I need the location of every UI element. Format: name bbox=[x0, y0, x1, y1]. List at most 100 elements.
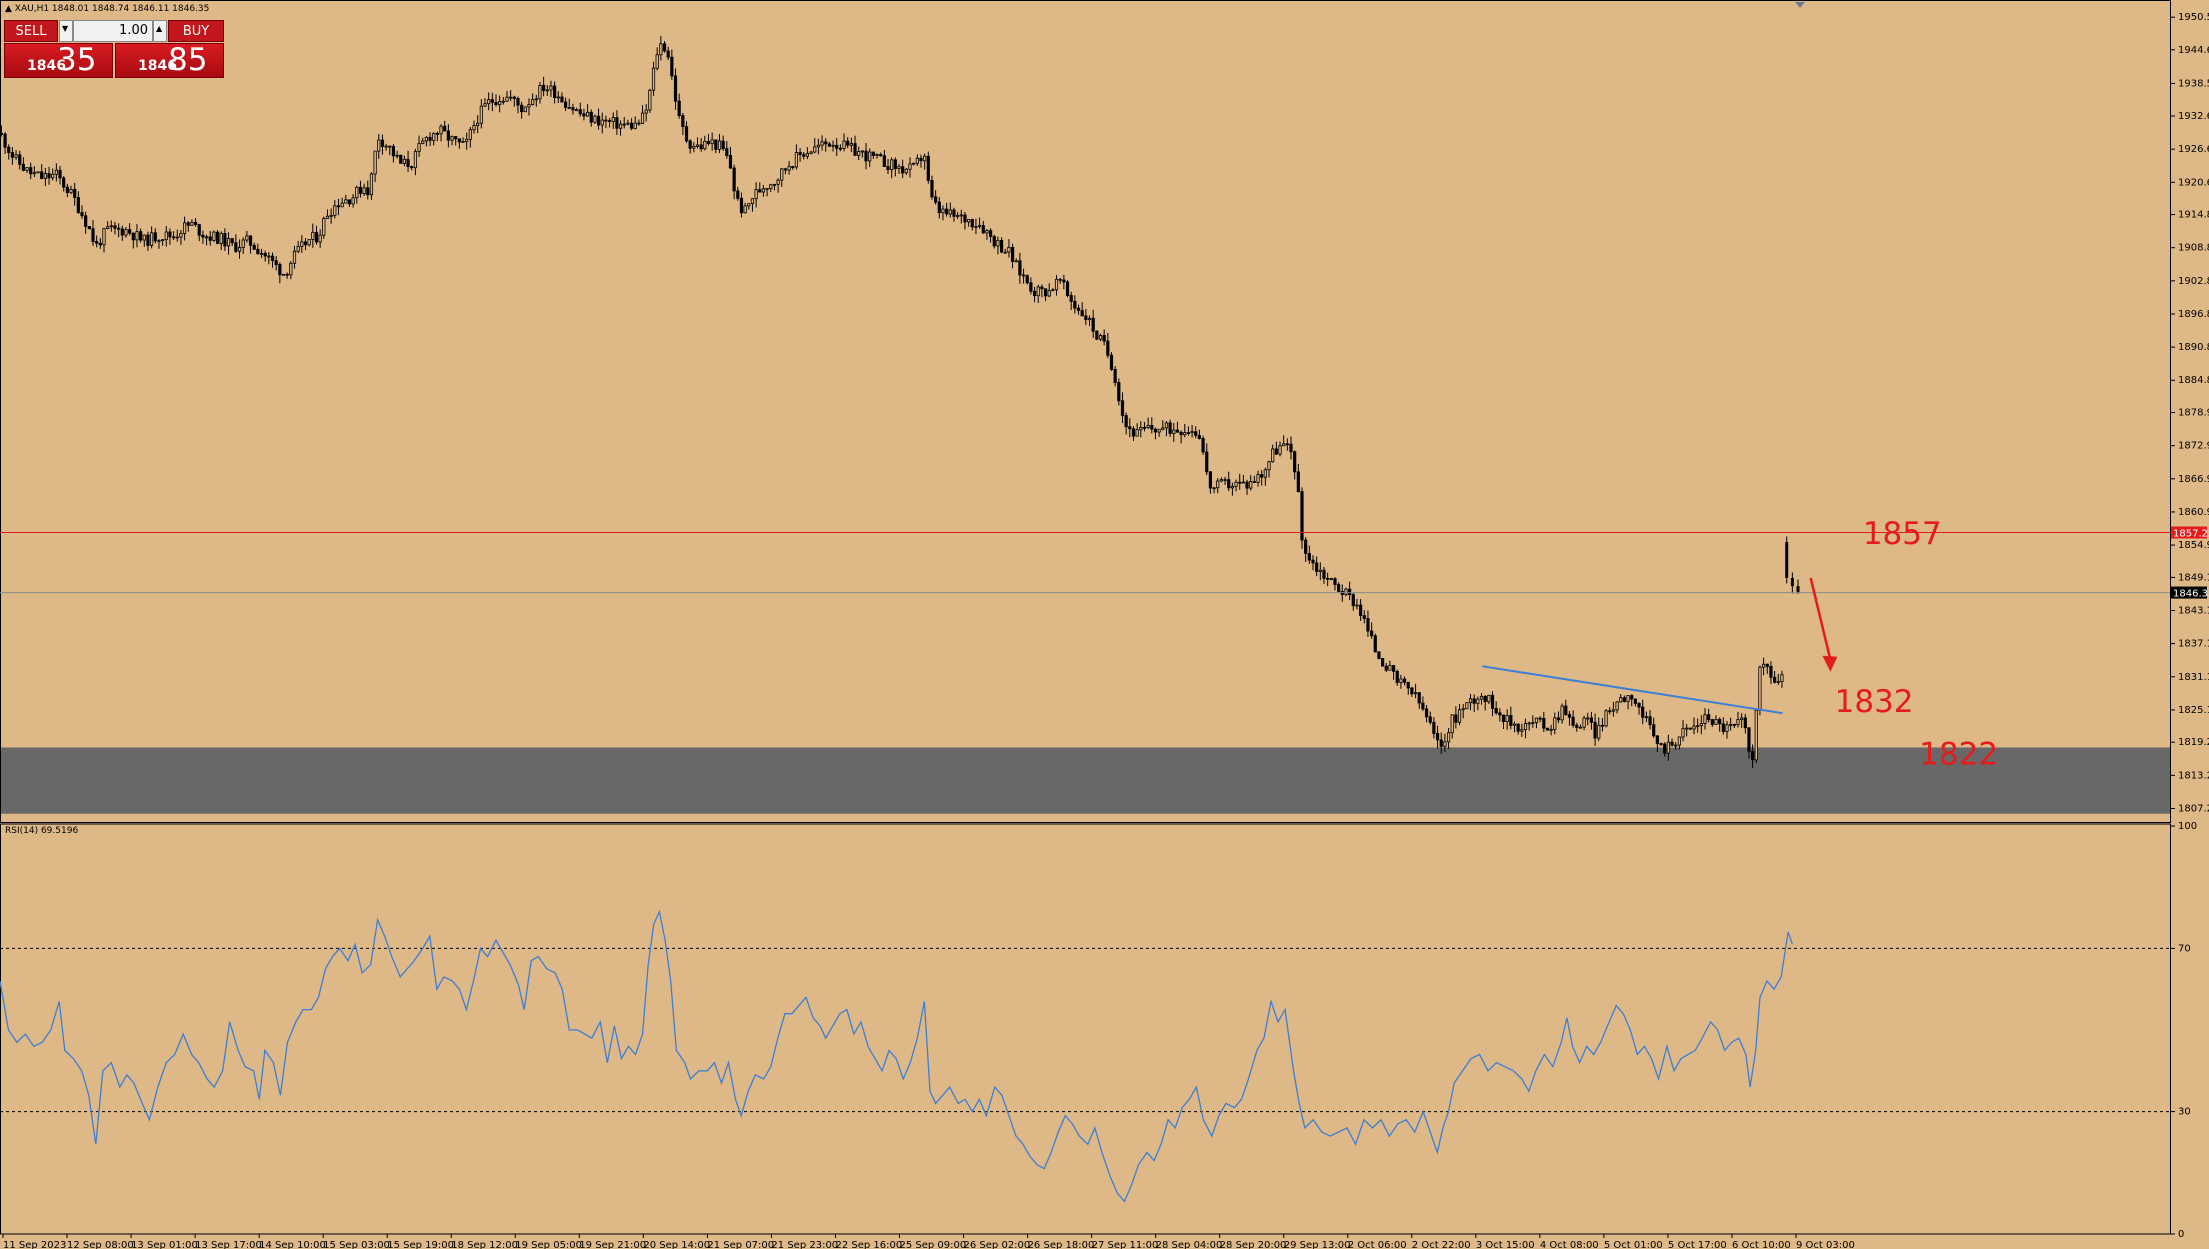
candle-body bbox=[270, 255, 275, 261]
candle-body bbox=[1326, 577, 1330, 580]
candle-body bbox=[1062, 279, 1066, 283]
candle bbox=[1714, 715, 1718, 725]
candle bbox=[443, 120, 447, 132]
candle-body bbox=[1421, 702, 1425, 710]
time-axis-label: 3 Oct 15:00 bbox=[1476, 1240, 1535, 1249]
candle bbox=[219, 231, 223, 251]
buy-button[interactable]: BUY bbox=[168, 20, 224, 42]
candle bbox=[1461, 703, 1465, 719]
candle bbox=[1637, 702, 1641, 715]
candle-body bbox=[1311, 559, 1315, 564]
candle-body bbox=[956, 215, 960, 217]
candle bbox=[1498, 708, 1502, 722]
candle bbox=[706, 133, 711, 146]
candle bbox=[1494, 701, 1498, 715]
candle bbox=[62, 176, 66, 192]
candle bbox=[1615, 700, 1619, 714]
price-axis-label: 1938.55 bbox=[2178, 78, 2209, 89]
candle bbox=[651, 61, 656, 96]
candle-body bbox=[582, 113, 586, 117]
candle-body bbox=[871, 151, 875, 157]
candle bbox=[820, 135, 824, 151]
candle bbox=[1120, 392, 1125, 424]
candle-body bbox=[146, 234, 150, 246]
candle bbox=[1611, 701, 1616, 717]
candle bbox=[446, 124, 450, 148]
symbol-info: ▲ XAU,H1 1848.01 1848.74 1846.11 1846.35 bbox=[5, 4, 209, 14]
candle bbox=[1381, 658, 1385, 667]
candle-body bbox=[1205, 451, 1209, 473]
candle bbox=[1245, 479, 1249, 495]
candle bbox=[739, 192, 744, 218]
candle bbox=[212, 230, 216, 242]
candle-body bbox=[1223, 479, 1227, 482]
candle bbox=[25, 167, 29, 174]
candle bbox=[717, 133, 722, 154]
price-axis-label: 1819.25 bbox=[2178, 737, 2209, 748]
candle-body bbox=[725, 148, 729, 156]
candle bbox=[512, 95, 516, 107]
sell-price-button[interactable]: 1846 35 bbox=[4, 42, 113, 78]
candle bbox=[1076, 304, 1081, 315]
candle-body bbox=[860, 150, 864, 153]
candle bbox=[794, 144, 799, 170]
candle bbox=[765, 188, 769, 197]
candle bbox=[113, 221, 117, 235]
candle-body bbox=[1410, 687, 1414, 695]
candle-body bbox=[472, 125, 476, 131]
candle-body bbox=[805, 153, 810, 157]
candle-body bbox=[1355, 604, 1359, 607]
candle-body bbox=[1307, 553, 1311, 561]
candle-body bbox=[1194, 431, 1198, 436]
candle bbox=[567, 98, 571, 109]
candle bbox=[234, 234, 238, 254]
candle-body bbox=[1406, 681, 1410, 689]
candle-body bbox=[1439, 739, 1443, 747]
buy-price-button[interactable]: 1846 85 bbox=[115, 42, 224, 78]
candle bbox=[534, 94, 538, 107]
candle bbox=[952, 207, 956, 222]
candle-body bbox=[1542, 718, 1546, 729]
candle-body bbox=[1036, 286, 1040, 297]
lot-increase-button[interactable]: ▲ bbox=[153, 20, 167, 42]
candle-body bbox=[1402, 678, 1407, 683]
candle bbox=[366, 180, 370, 200]
candle-body bbox=[432, 132, 436, 141]
menu-triangle-icon[interactable]: ▲ bbox=[5, 4, 12, 14]
sell-button[interactable]: SELL bbox=[4, 20, 58, 42]
candle bbox=[1608, 707, 1612, 715]
candle-body bbox=[1571, 716, 1575, 726]
candle bbox=[805, 147, 810, 160]
candle-body bbox=[589, 111, 593, 123]
candle-body bbox=[373, 150, 377, 175]
candle bbox=[69, 185, 73, 195]
lot-size-input[interactable]: 1.00 bbox=[73, 20, 153, 42]
candle-body bbox=[1391, 665, 1396, 672]
candle-body bbox=[629, 122, 634, 129]
candle-body bbox=[54, 169, 58, 175]
candle bbox=[1743, 713, 1747, 734]
candle-body bbox=[952, 209, 956, 217]
time-axis-label: 18 Sep 12:00 bbox=[451, 1240, 518, 1249]
candle-body bbox=[1102, 335, 1106, 342]
candle bbox=[32, 166, 36, 178]
time-axis-label: 15 Sep 03:00 bbox=[323, 1240, 390, 1249]
candle-body bbox=[347, 199, 352, 205]
lot-decrease-button[interactable]: ▼ bbox=[59, 20, 73, 42]
candle bbox=[1567, 710, 1572, 726]
candle-body bbox=[417, 143, 421, 152]
shift-marker-icon[interactable] bbox=[1795, 2, 1805, 8]
candle bbox=[1692, 717, 1696, 735]
candle-body bbox=[325, 215, 330, 219]
candle-body bbox=[1245, 481, 1249, 489]
resistance-price-label: 1857.23 bbox=[2173, 528, 2209, 539]
candle bbox=[1274, 441, 1278, 455]
candle bbox=[992, 234, 996, 249]
candle-body bbox=[520, 104, 524, 113]
candle-body bbox=[1432, 721, 1436, 734]
candle-body bbox=[985, 230, 989, 234]
trendline[interactable] bbox=[1482, 665, 1783, 715]
candle bbox=[1677, 736, 1681, 750]
candle-body bbox=[1359, 604, 1363, 616]
